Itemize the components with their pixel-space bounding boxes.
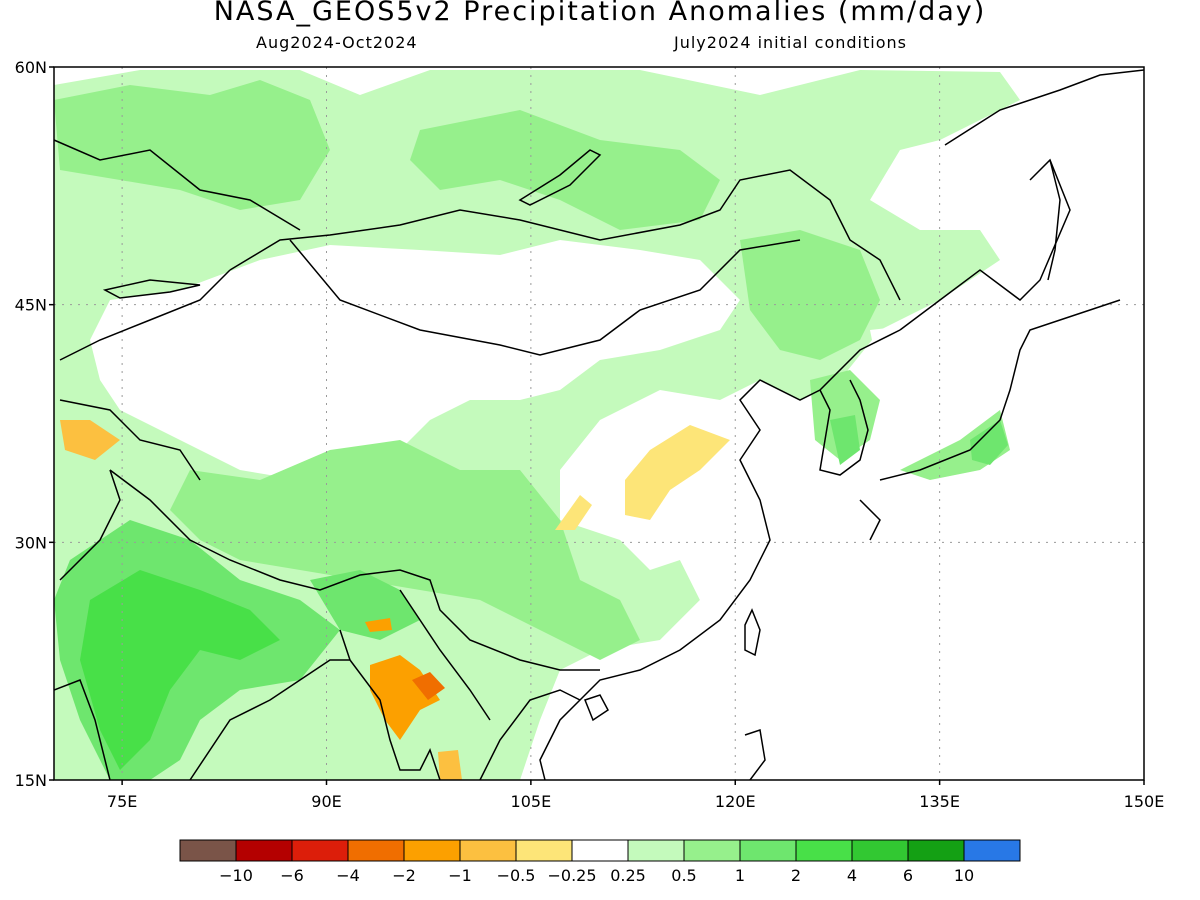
- lon-label: 90E: [311, 792, 341, 811]
- colorbar-label: −0.5: [497, 866, 536, 885]
- gridlines: [54, 67, 1144, 780]
- colorbar-bin: [683, 839, 741, 862]
- colorbar-label: −0.25: [547, 866, 596, 885]
- border-kazakhstan: [54, 139, 301, 231]
- region-korea-medium: [810, 370, 880, 460]
- lon-label: 135E: [919, 792, 960, 811]
- region-north-china-dry: [625, 425, 730, 520]
- colorbar-label: −10: [219, 866, 253, 885]
- lat-label: 45N: [15, 296, 47, 315]
- colorbar-bin: [627, 839, 685, 862]
- lake-balkhash: [102, 279, 201, 299]
- region-korea-bright: [830, 415, 860, 465]
- latitude-labels: 60N 45N 30N 15N: [15, 58, 54, 790]
- coastlines: [54, 69, 1144, 780]
- border-mongolia-south: [289, 239, 801, 356]
- region-manchuria-medium: [740, 230, 880, 360]
- colorbar-bin: [347, 839, 405, 862]
- lat-label: 30N: [15, 533, 47, 552]
- coast-luzon: [744, 729, 766, 780]
- region-assam-dry: [365, 618, 392, 632]
- colorbar-label: −1: [448, 866, 472, 885]
- coast-japan: [879, 299, 1121, 481]
- lat-label: 15N: [15, 771, 47, 790]
- colorbar-bin: [907, 839, 965, 862]
- map-title: NASA_GEOS5v2 Precipitation Anomalies (mm…: [213, 0, 987, 27]
- colorbar-label: 0.25: [610, 866, 646, 885]
- colorbar-bin: [515, 839, 573, 862]
- border-china-north: [229, 169, 901, 301]
- colorbar-label: 1: [735, 866, 745, 885]
- coast-korea-peninsula: [819, 379, 869, 476]
- map-subtitle-period: Aug2024-Oct2024: [256, 33, 418, 52]
- border-myanmar: [339, 589, 491, 721]
- region-pamir-dry: [60, 420, 120, 460]
- colorbar-bin: [851, 839, 909, 862]
- colorbar-bin: [459, 839, 517, 862]
- coast-indochina: [479, 689, 581, 780]
- colorbar-label: 4: [847, 866, 857, 885]
- coast-taiwan: [744, 608, 761, 657]
- region-indochina-drier: [412, 672, 445, 700]
- coast-hainan: [584, 694, 609, 722]
- lon-label: 150E: [1124, 792, 1165, 811]
- colorbar-bin: [571, 839, 629, 862]
- region-india-bright: [80, 570, 280, 770]
- lake-baikal: [518, 149, 602, 206]
- colorbar-bin: [291, 839, 349, 862]
- colorbar-bin: [235, 839, 293, 862]
- colorbar-label: 0.5: [671, 866, 696, 885]
- longitude-labels: 75E 90E 105E 120E 135E 150E: [107, 780, 1164, 811]
- colorbar-label: 2: [791, 866, 801, 885]
- border-india-pakistan: [59, 469, 121, 581]
- region-gobi-neutral: [90, 240, 740, 480]
- region-siberia-medium: [54, 80, 330, 210]
- coast-russia-east: [944, 69, 1144, 146]
- colorbar-bin: [739, 839, 797, 862]
- anomaly-fields: [54, 70, 1144, 780]
- colorbar-labels: −10 −6 −4 −2 −1 −0.5 −0.25 0.25 0.5 1 2 4 6 10: [219, 866, 974, 885]
- coast-japan-south: [859, 499, 881, 541]
- region-tibet-medium: [170, 440, 640, 660]
- colorbar-bin: [179, 839, 237, 862]
- colorbar-label: −6: [280, 866, 304, 885]
- map-subtitle-initial-conditions: July2024 initial conditions: [674, 33, 907, 52]
- region-myanmar-bright: [310, 570, 420, 640]
- lon-label: 120E: [715, 792, 756, 811]
- region-japan-bright: [970, 420, 1008, 465]
- colorbar-label: −2: [392, 866, 416, 885]
- colorbar-label: 6: [903, 866, 913, 885]
- colorbar-bin: [963, 839, 1021, 862]
- lat-label: 60N: [15, 58, 47, 77]
- colorbar-bin: [403, 839, 461, 862]
- colorbar-bin: [795, 839, 853, 862]
- coast-sakhalin: [1047, 159, 1061, 281]
- colorbar-label: 10: [954, 866, 974, 885]
- border-himalaya: [109, 469, 600, 671]
- region-thailand-dry: [438, 750, 462, 780]
- region-sichuan-dry: [555, 495, 592, 530]
- colorbar: [179, 839, 1021, 862]
- coast-okhotsk: [899, 158, 1071, 331]
- lon-label: 105E: [511, 792, 552, 811]
- colorbar-label: −4: [336, 866, 360, 885]
- border-china-west: [59, 269, 231, 481]
- lon-label: 75E: [107, 792, 137, 811]
- region-east-china-neutral: [650, 430, 820, 670]
- plot-frame: [53, 66, 1145, 781]
- coast-bay-of-bengal: [54, 659, 441, 780]
